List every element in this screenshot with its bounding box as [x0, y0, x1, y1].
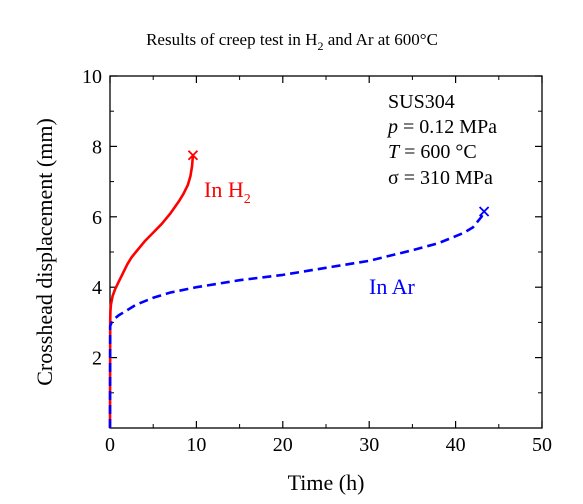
tick-labels: 0 10 20 30 40 50 2 4 6 8 10 — [82, 66, 552, 456]
annotation-material: SUS304 — [388, 91, 455, 113]
axis-ticks — [109, 75, 543, 428]
chart-title: Results of creep test in H2 and Ar at 60… — [146, 30, 438, 53]
annotation-temperature: T = 600 °C — [388, 141, 477, 163]
x-tick-label: 20 — [273, 434, 293, 456]
series-layer — [108, 150, 490, 429]
annotation-block: SUS304 p = 0.12 MPa T = 600 °C σ = 310 M… — [386, 91, 497, 189]
y-axis-label: Crosshead displacement (mm) — [32, 118, 57, 386]
annotation-pressure: p = 0.12 MPa — [386, 116, 497, 138]
series-label-ar: In Ar — [369, 274, 416, 299]
series-label-h2: In H2 — [204, 177, 251, 207]
y-tick-label: 4 — [92, 277, 102, 299]
y-tick-label: 10 — [82, 66, 102, 88]
annotation-stress: σ = 310 MPa — [388, 167, 493, 189]
x-tick-label: 40 — [446, 434, 466, 456]
y-tick-label: 8 — [92, 136, 102, 158]
x-tick-label: 30 — [359, 434, 379, 456]
x-tick-label: 10 — [186, 434, 206, 456]
series-end-marker-1 — [478, 206, 490, 217]
series-line-0 — [108, 155, 195, 429]
x-tick-label: 50 — [532, 434, 552, 456]
x-axis-label: Time (h) — [288, 470, 365, 495]
y-tick-label: 2 — [92, 348, 102, 370]
series-end-marker-0 — [187, 150, 199, 161]
x-tick-label: 0 — [105, 434, 115, 456]
y-tick-label: 6 — [92, 207, 102, 229]
series-line-1 — [108, 210, 486, 429]
